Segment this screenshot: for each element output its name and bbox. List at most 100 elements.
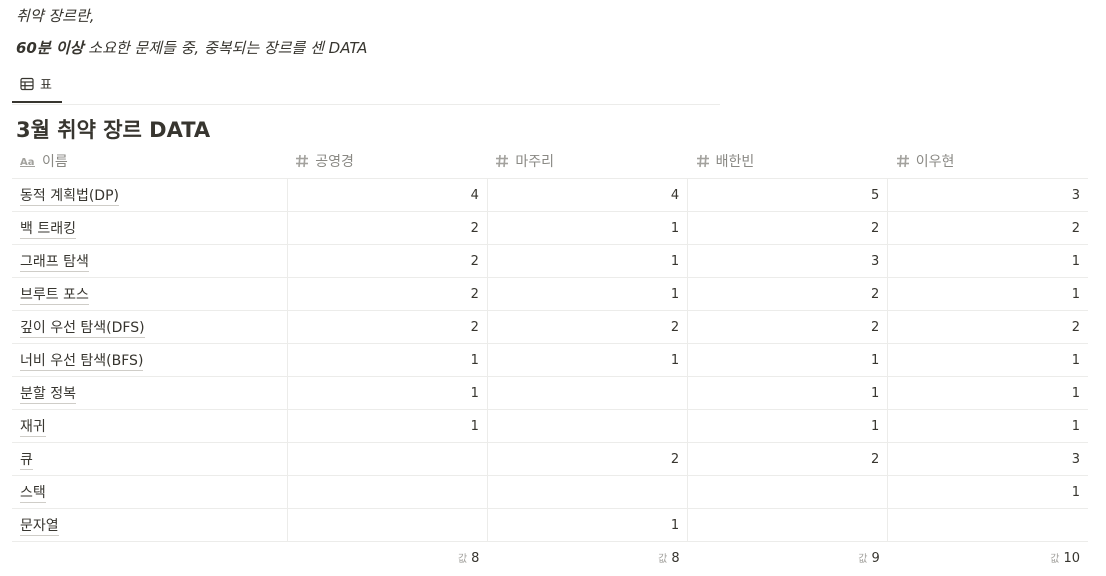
row-title-cell[interactable]: 스택 xyxy=(12,475,288,509)
number-cell[interactable]: 2 xyxy=(486,310,688,344)
database-title[interactable]: 3월 취약 장르 DATA xyxy=(16,118,211,142)
number-cell[interactable]: 1 xyxy=(286,343,488,377)
column-header-content: 배한빈 xyxy=(696,151,880,171)
column-header[interactable]: 마주리 xyxy=(487,143,688,179)
number-cell[interactable]: 1 xyxy=(486,244,688,278)
number-cell[interactable]: 4 xyxy=(286,178,488,212)
row-title[interactable]: 백 트래킹 xyxy=(20,221,76,239)
number-cell[interactable] xyxy=(286,475,488,509)
row-title[interactable]: 동적 계획법(DP) xyxy=(20,188,119,206)
number-cell[interactable]: 1 xyxy=(286,376,488,410)
column-header-label: 마주리 xyxy=(515,153,555,170)
number-cell[interactable] xyxy=(486,376,688,410)
number-cell[interactable] xyxy=(687,508,888,542)
column-header[interactable]: 배한빈 xyxy=(687,143,888,179)
column-header[interactable]: 이우현 xyxy=(887,143,1088,179)
table-row: 문자열 1 xyxy=(12,508,1088,542)
table-row: 깊이 우선 탐색(DFS) 2 2 2 2 xyxy=(12,310,1088,344)
table-header-row: Aa 이름 공영경 마주리 배한빈 이우현 xyxy=(12,143,1088,179)
title-property-icon: Aa xyxy=(20,155,36,167)
row-title-cell[interactable]: 너비 우선 탐색(BFS) xyxy=(12,343,288,377)
row-title[interactable]: 브루트 포스 xyxy=(20,287,89,305)
row-title-cell[interactable]: 큐 xyxy=(12,442,288,476)
row-title[interactable]: 너비 우선 탐색(BFS) xyxy=(20,353,144,371)
calculation-label: 값 xyxy=(457,554,468,565)
number-cell[interactable]: 1 xyxy=(887,343,1088,377)
number-cell[interactable] xyxy=(687,475,888,509)
column-header-content: Aa 이름 xyxy=(20,151,279,171)
row-title-cell[interactable]: 문자열 xyxy=(12,508,288,542)
row-title[interactable]: 분할 정복 xyxy=(20,386,76,404)
row-title[interactable]: 재귀 xyxy=(20,419,46,437)
row-title-cell[interactable]: 깊이 우선 탐색(DFS) xyxy=(12,310,288,344)
number-cell[interactable]: 1 xyxy=(687,409,888,443)
calculation-cell[interactable]: 값 10 xyxy=(888,542,1088,575)
calculation-value: 8 xyxy=(671,551,680,566)
row-title-cell[interactable]: 동적 계획법(DP) xyxy=(12,178,288,212)
number-cell[interactable]: 1 xyxy=(486,211,688,245)
column-header[interactable]: 공영경 xyxy=(287,143,488,179)
intro-line-1: 취약 장르란, xyxy=(16,7,95,25)
svg-text:Aa: Aa xyxy=(20,157,35,167)
row-title[interactable]: 스택 xyxy=(20,485,46,503)
number-cell[interactable]: 1 xyxy=(887,475,1088,509)
number-cell[interactable]: 1 xyxy=(687,376,888,410)
number-cell[interactable]: 3 xyxy=(887,178,1088,212)
number-cell[interactable]: 1 xyxy=(286,409,488,443)
number-cell[interactable]: 2 xyxy=(687,211,888,245)
database-table: Aa 이름 공영경 마주리 배한빈 이우현 동적 계획법(DP) 4 4 5 3 백 트래킹 2 1 2 2… xyxy=(12,143,1088,574)
number-cell[interactable]: 1 xyxy=(887,376,1088,410)
calculation-empty-cell[interactable] xyxy=(12,542,287,575)
row-title-cell[interactable]: 브루트 포스 xyxy=(12,277,288,311)
number-cell[interactable] xyxy=(286,508,488,542)
row-title-cell[interactable]: 백 트래킹 xyxy=(12,211,288,245)
row-title-cell[interactable]: 분할 정복 xyxy=(12,376,288,410)
number-property-icon xyxy=(896,154,910,168)
number-cell[interactable]: 1 xyxy=(687,343,888,377)
calculation-row: 값 8 값 8 값 9 값 10 xyxy=(12,542,1088,575)
tab-table-view[interactable]: 표 xyxy=(12,66,62,103)
number-cell[interactable]: 3 xyxy=(687,244,888,278)
number-cell[interactable] xyxy=(286,442,488,476)
intro-line-2: 60분 이상 소요한 문제들 중, 중복되는 장르를 센 DATA xyxy=(16,38,367,70)
number-cell[interactable]: 5 xyxy=(687,178,888,212)
row-title-cell[interactable]: 재귀 xyxy=(12,409,288,443)
intro-text: 소요한 문제들 중, 중복되는 장르를 센 DATA xyxy=(83,39,368,57)
number-cell[interactable]: 2 xyxy=(286,244,488,278)
number-cell[interactable]: 1 xyxy=(887,244,1088,278)
number-cell[interactable]: 2 xyxy=(486,442,688,476)
number-cell[interactable]: 2 xyxy=(887,211,1088,245)
number-cell[interactable]: 1 xyxy=(486,508,688,542)
number-cell[interactable]: 1 xyxy=(887,277,1088,311)
number-cell[interactable]: 2 xyxy=(286,211,488,245)
number-cell[interactable]: 2 xyxy=(687,442,888,476)
row-title-cell[interactable]: 그래프 탐색 xyxy=(12,244,288,278)
number-cell[interactable] xyxy=(887,508,1088,542)
number-cell[interactable]: 2 xyxy=(286,277,488,311)
number-cell[interactable]: 1 xyxy=(486,277,688,311)
intro-highlight: 60분 이상 xyxy=(16,39,84,57)
number-cell[interactable]: 1 xyxy=(486,343,688,377)
table-row: 재귀 1 1 1 xyxy=(12,409,1088,443)
row-title[interactable]: 깊이 우선 탐색(DFS) xyxy=(20,320,145,338)
column-header[interactable]: Aa 이름 xyxy=(12,143,288,179)
row-title[interactable]: 문자열 xyxy=(20,518,59,536)
calculation-label: 값 xyxy=(658,554,668,565)
number-cell[interactable]: 3 xyxy=(887,442,1088,476)
number-cell[interactable] xyxy=(486,475,688,509)
number-cell[interactable]: 2 xyxy=(286,310,488,344)
number-cell[interactable] xyxy=(486,409,688,443)
tab-label: 표 xyxy=(40,78,52,93)
row-title[interactable]: 큐 xyxy=(20,452,33,470)
number-cell[interactable]: 2 xyxy=(687,310,888,344)
number-cell[interactable]: 2 xyxy=(887,310,1088,344)
number-cell[interactable]: 1 xyxy=(887,409,1088,443)
number-cell[interactable]: 2 xyxy=(687,277,888,311)
number-cell[interactable]: 4 xyxy=(486,178,688,212)
row-title[interactable]: 그래프 탐색 xyxy=(20,254,89,272)
number-property-icon xyxy=(696,154,710,168)
